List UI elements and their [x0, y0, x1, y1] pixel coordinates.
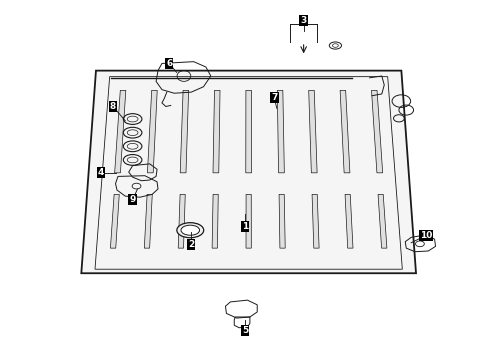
Text: 8: 8: [110, 102, 116, 111]
Polygon shape: [81, 71, 416, 273]
Polygon shape: [378, 194, 387, 248]
Polygon shape: [277, 90, 284, 173]
Ellipse shape: [177, 223, 204, 238]
Text: 7: 7: [271, 93, 277, 102]
Polygon shape: [213, 90, 220, 173]
Polygon shape: [246, 90, 251, 173]
Text: 6: 6: [166, 59, 172, 68]
Text: 9: 9: [129, 195, 136, 204]
Text: 2: 2: [188, 240, 195, 249]
Polygon shape: [110, 194, 119, 248]
Polygon shape: [145, 194, 152, 248]
Text: 5: 5: [242, 326, 248, 335]
Polygon shape: [147, 90, 157, 173]
Polygon shape: [115, 90, 126, 173]
Ellipse shape: [181, 225, 199, 235]
Polygon shape: [212, 194, 218, 248]
Polygon shape: [371, 90, 383, 173]
Polygon shape: [180, 90, 189, 173]
Polygon shape: [246, 194, 251, 248]
Polygon shape: [178, 194, 185, 248]
Text: 4: 4: [98, 168, 104, 177]
Polygon shape: [309, 90, 317, 173]
Text: 3: 3: [300, 16, 307, 25]
Text: 1: 1: [242, 222, 248, 231]
Polygon shape: [340, 90, 350, 173]
Polygon shape: [312, 194, 319, 248]
Polygon shape: [345, 194, 353, 248]
Text: 10: 10: [419, 231, 432, 240]
Polygon shape: [279, 194, 285, 248]
